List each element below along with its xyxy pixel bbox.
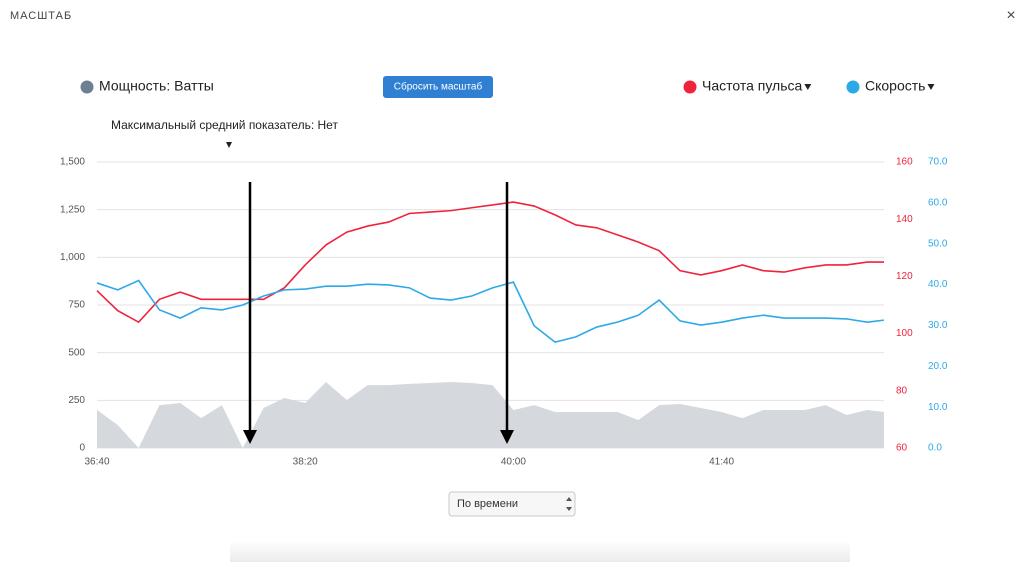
y3-tick-label: 50.0 <box>928 238 948 249</box>
y2-tick-label: 160 <box>896 157 913 168</box>
x-tick-label: 38:20 <box>293 457 318 468</box>
max-average-label[interactable]: Максимальный средний показатель: Нет <box>111 118 338 132</box>
legend-marker <box>846 80 860 94</box>
y3-tick-label: 60.0 <box>928 197 948 208</box>
y-tick-label: 500 <box>68 347 85 358</box>
series-line <box>96 201 884 324</box>
y-tick-label: 1,250 <box>60 204 85 215</box>
x-mode-label: По времени <box>457 498 518 510</box>
y3-tick-label: 70.0 <box>928 157 948 168</box>
select-arrow-up <box>566 497 572 501</box>
select-arrow-down <box>566 507 572 511</box>
y3-tick-label: 40.0 <box>928 279 948 290</box>
y-tick-label: 0 <box>79 443 85 454</box>
y2-tick-label: 120 <box>896 271 913 282</box>
legend-label: Мощность: Ватты <box>99 78 214 94</box>
power-area <box>97 382 884 448</box>
legend-dropdown-arrow <box>927 84 935 90</box>
legend-marker <box>80 80 94 94</box>
y3-tick-label: 20.0 <box>928 361 948 372</box>
y-tick-label: 1,000 <box>60 252 85 263</box>
annotation-arrows <box>243 182 514 444</box>
series-line <box>96 279 885 344</box>
reset-zoom-label: Сбросить масштаб <box>394 81 483 93</box>
y-tick-label: 750 <box>68 300 85 311</box>
dropdown-arrow <box>226 142 232 148</box>
dialog-title: МАСШТАБ <box>10 10 72 22</box>
y-tick-label: 250 <box>68 395 85 406</box>
y-tick-label: 1,500 <box>60 157 85 168</box>
x-mode-select[interactable] <box>448 491 576 517</box>
legend-dropdown-arrow <box>804 84 812 90</box>
close-button[interactable]: × <box>1006 7 1015 24</box>
x-tick-label: 36:40 <box>84 457 109 468</box>
y3-tick-label: 0.0 <box>928 443 942 454</box>
y2-tick-label: 140 <box>896 214 913 225</box>
x-tick-label: 40:00 <box>501 457 526 468</box>
y3-tick-label: 30.0 <box>928 320 948 331</box>
x-tick-label: 41:40 <box>709 457 734 468</box>
plot: 0 250 500 750 1,000 1,250 1,500 60 80 100 120 140 16… <box>60 157 948 468</box>
legend-label[interactable]: Частота пульса <box>702 78 803 94</box>
y2-tick-label: 100 <box>896 328 913 339</box>
y2-tick-label: 80 <box>896 385 908 396</box>
legend-label[interactable]: Скорость <box>865 78 925 94</box>
arrow-head <box>243 430 257 444</box>
legend-marker <box>683 80 697 94</box>
y2-tick-label: 60 <box>896 443 908 454</box>
footer-shadow <box>230 540 850 562</box>
arrow-head <box>500 430 514 444</box>
reset-zoom-button[interactable] <box>383 76 493 98</box>
y3-tick-label: 10.0 <box>928 402 948 413</box>
